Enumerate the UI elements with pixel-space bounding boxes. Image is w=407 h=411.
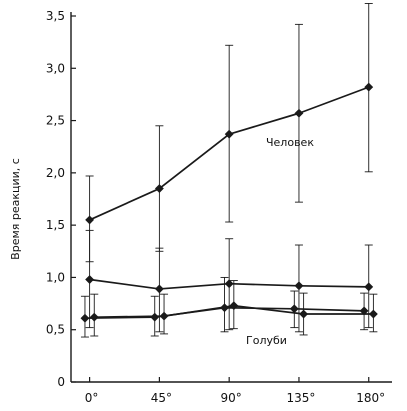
data-point-marker <box>364 282 374 292</box>
data-point-marker <box>364 82 374 92</box>
data-point-marker <box>294 108 304 118</box>
series-label-human: Человек <box>266 136 314 149</box>
data-point-marker <box>150 312 160 322</box>
data-point-marker <box>299 309 309 319</box>
y-tick-label: 2,0 <box>46 166 65 180</box>
x-tick-label: 0° <box>85 391 99 405</box>
data-point-marker <box>289 304 299 314</box>
y-tick-label: 3,5 <box>46 9 65 23</box>
y-tick-label: 0 <box>57 375 65 389</box>
x-tick-label: 135° <box>287 391 316 405</box>
y-tick-label: 1,5 <box>46 218 65 232</box>
y-axis-title: Время реакции, с <box>9 158 22 260</box>
series-label-pigeons: Голуби <box>246 334 287 347</box>
data-point-marker <box>294 281 304 291</box>
y-tick-label: 0,5 <box>46 323 65 337</box>
data-point-marker <box>159 311 169 321</box>
data-point-marker <box>80 313 90 323</box>
x-tick-label: 180° <box>356 391 385 405</box>
y-tick-label: 1,0 <box>46 270 65 284</box>
y-tick-label: 3,0 <box>46 61 65 75</box>
data-point-marker <box>368 309 378 319</box>
data-point-marker <box>224 129 234 139</box>
data-point-marker <box>224 279 234 289</box>
x-tick-label: 45° <box>151 391 172 405</box>
data-point-marker <box>229 301 239 311</box>
x-tick-label: 90° <box>221 391 242 405</box>
chart-labels: Время реакции, с Человек Голуби <box>9 136 314 347</box>
data-point-marker <box>154 284 164 294</box>
data-point-marker <box>89 312 99 322</box>
data-point-marker <box>154 184 164 193</box>
data-point-marker <box>85 215 95 225</box>
data-point-marker <box>220 303 229 313</box>
axes: 0 0,5 1,0 1,5 2,0 2,5 3,0 3,5 0° 45° 90° 135° 180° <box>46 9 392 405</box>
data-point-marker <box>359 306 369 316</box>
y-tick-label: 2,5 <box>46 114 65 128</box>
data-point-marker <box>85 275 95 284</box>
series-markers <box>80 82 378 323</box>
